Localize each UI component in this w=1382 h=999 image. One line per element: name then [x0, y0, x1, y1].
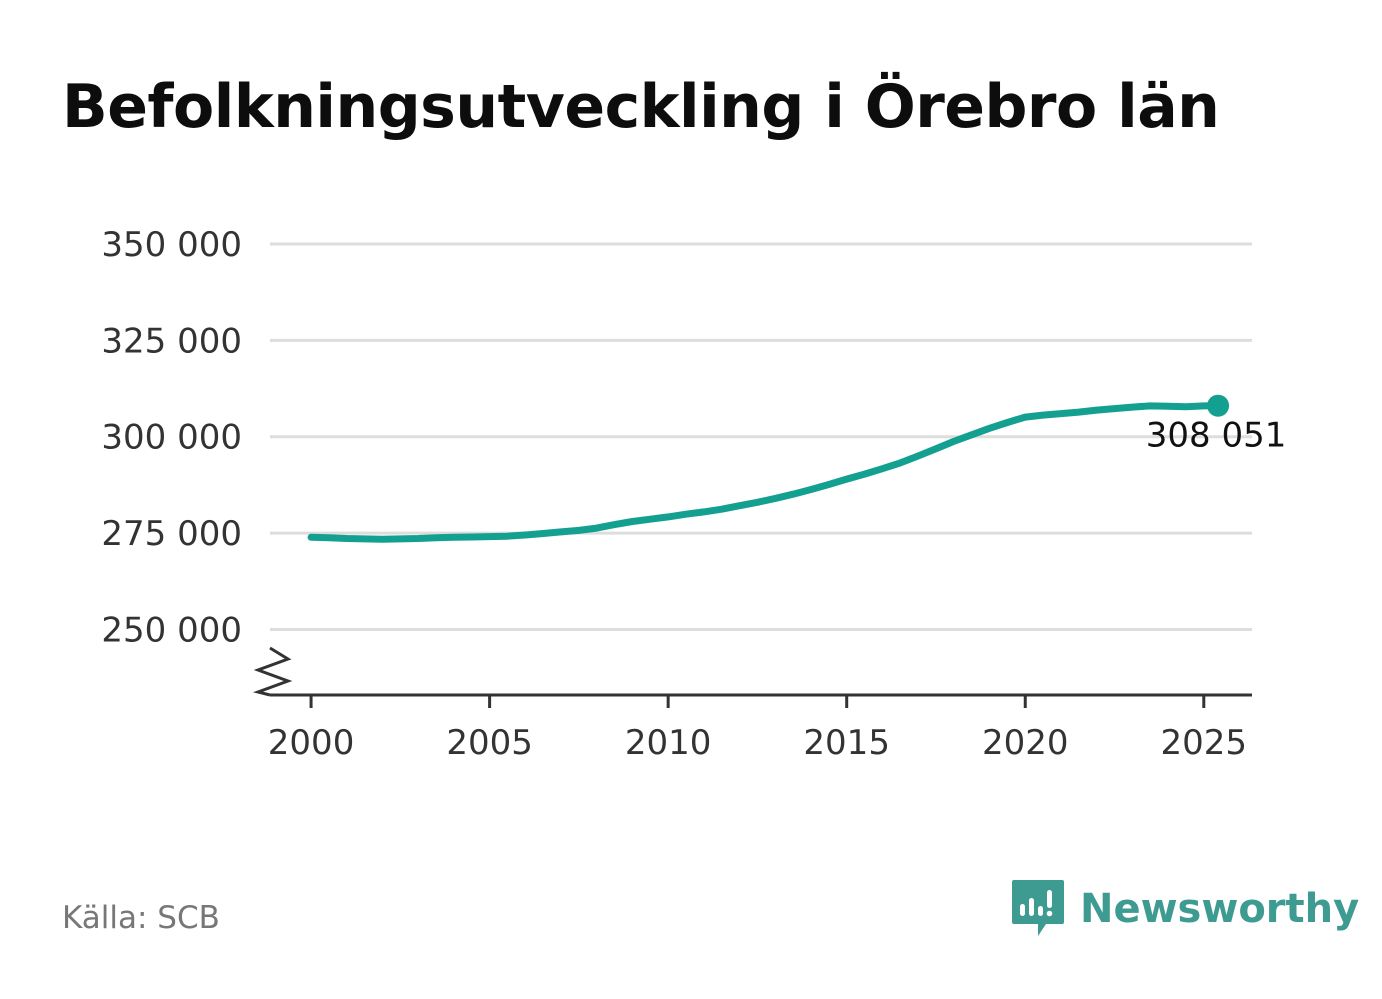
chart-title: Befolkningsutveckling i Örebro län: [62, 72, 1220, 142]
end-point-marker: [1207, 394, 1230, 417]
x-tick-label: 2005: [446, 723, 533, 763]
x-tick-label: 2025: [1161, 723, 1248, 763]
y-tick-label: 300 000: [101, 418, 242, 458]
brand-name: Newsworthy: [1080, 886, 1360, 932]
y-tick-label: 325 000: [101, 321, 242, 361]
source-note: Källa: SCB: [62, 900, 220, 936]
y-tick-label: 275 000: [101, 514, 242, 554]
y-tick-label: 250 000: [101, 610, 242, 650]
x-tick-label: 2015: [803, 723, 890, 763]
y-axis-ticks: 250 000 275 000 300 000 325 000 350 000: [101, 225, 242, 650]
newsworthy-logo-icon: [1012, 880, 1064, 936]
y-tick-label: 350 000: [101, 225, 242, 265]
axis-break-icon: [252, 646, 293, 697]
x-tick-label: 2010: [625, 723, 712, 763]
gridlines: [270, 242, 1252, 631]
x-tick-label: 2000: [268, 723, 355, 763]
brand-logo: Newsworthy: [1010, 878, 1359, 940]
x-tick-label: 2020: [982, 723, 1069, 763]
series-line: [307, 402, 1222, 543]
x-axis-ticks: 2000 2005 2010 2015 2020 2025: [268, 695, 1247, 763]
end-value-label: 308 051: [1146, 416, 1287, 456]
